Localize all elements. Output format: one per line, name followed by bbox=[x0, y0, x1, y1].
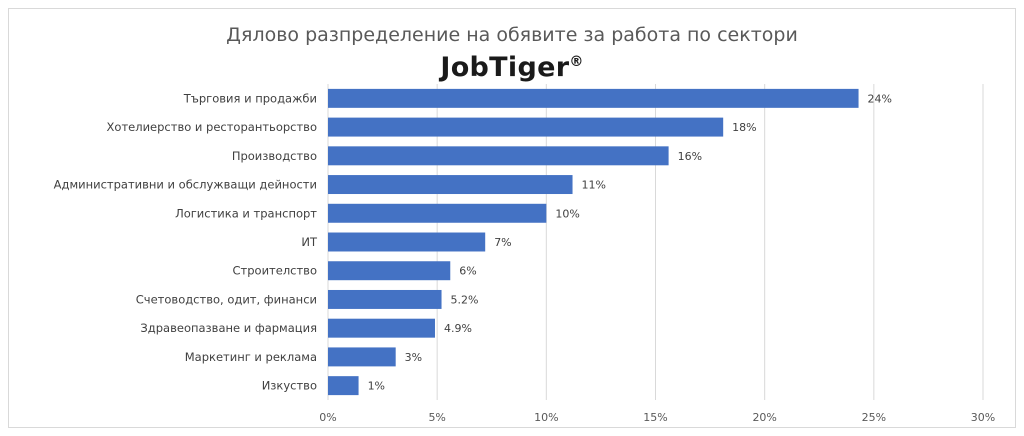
bar bbox=[328, 376, 359, 396]
data-label: 4.9% bbox=[444, 322, 472, 335]
data-label: 16% bbox=[678, 150, 702, 163]
bar bbox=[328, 261, 451, 281]
data-label: 11% bbox=[582, 179, 606, 192]
category-label: Счетоводство, одит, финанси bbox=[136, 292, 317, 306]
chart-title: Дялово разпределение на обявите за работ… bbox=[226, 24, 798, 46]
jobtiger-logo: JobTiger® bbox=[0, 52, 1024, 83]
x-tick-label: 5% bbox=[428, 411, 445, 424]
category-label: Търговия и продажби bbox=[183, 91, 317, 105]
data-label: 7% bbox=[494, 236, 511, 249]
bar bbox=[328, 203, 547, 223]
data-label: 3% bbox=[405, 351, 422, 364]
category-label: Производство bbox=[232, 149, 317, 163]
category-label: Хотелиерство и ресторантьорство bbox=[107, 120, 317, 134]
category-label: Логистика и транспорт bbox=[175, 206, 317, 220]
bars bbox=[328, 88, 859, 396]
category-label: ИТ bbox=[301, 235, 318, 249]
x-tick-label: 15% bbox=[643, 411, 667, 424]
category-label: Изкуство bbox=[262, 379, 317, 393]
bar bbox=[328, 146, 669, 166]
x-tick-label: 30% bbox=[971, 411, 995, 424]
registered-mark: ® bbox=[569, 54, 584, 70]
value-labels: 24% 18% 16% 11% 10% 7% 6% 5.2% 4.9% 3% 1% bbox=[368, 92, 892, 392]
data-label: 6% bbox=[459, 265, 476, 278]
category-label: Здравеопазване и фармация bbox=[140, 321, 317, 335]
x-tick-labels: 0% 5% 10% 15% 20% 25% 30% bbox=[319, 411, 995, 424]
bar bbox=[328, 88, 859, 108]
bar bbox=[328, 347, 396, 367]
data-label: 1% bbox=[368, 380, 385, 393]
data-label: 5.2% bbox=[451, 293, 479, 306]
logo-text: JobTiger bbox=[440, 52, 570, 83]
category-labels: Търговия и продажби Хотелиерство и рестор… bbox=[54, 91, 318, 392]
x-tick-label: 20% bbox=[752, 411, 776, 424]
data-label: 10% bbox=[555, 207, 579, 220]
x-tick-label: 0% bbox=[319, 411, 336, 424]
category-label: Маркетинг и реклама bbox=[185, 350, 317, 364]
data-label: 24% bbox=[868, 92, 892, 105]
category-label: Строителство bbox=[233, 264, 318, 278]
bar bbox=[328, 289, 442, 309]
x-tick-label: 10% bbox=[534, 411, 558, 424]
bar bbox=[328, 232, 486, 252]
x-tick-label: 25% bbox=[862, 411, 886, 424]
bar bbox=[328, 117, 724, 137]
bar bbox=[328, 175, 573, 195]
data-label: 18% bbox=[732, 121, 756, 134]
bar bbox=[328, 318, 435, 338]
category-label: Административни и обслужващи дейности bbox=[54, 178, 317, 192]
